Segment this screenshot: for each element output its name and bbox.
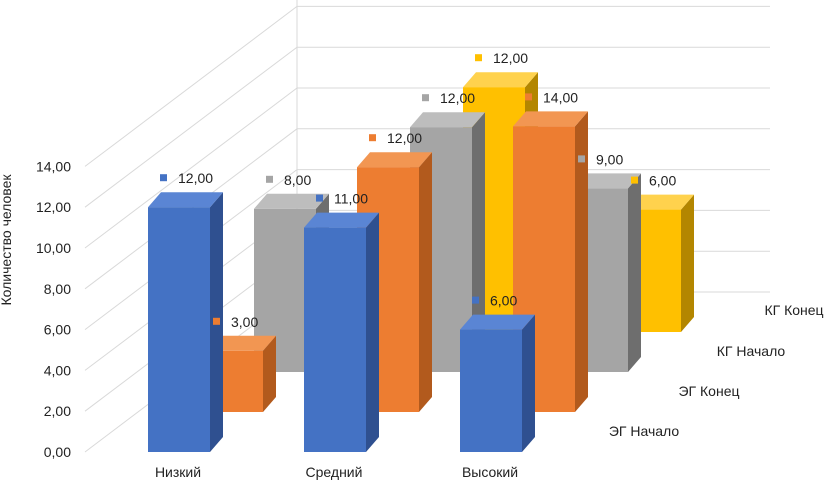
data-label: 12,00 xyxy=(440,90,475,106)
series-label: КГ Конец xyxy=(764,302,823,318)
y-tick-label: 6,00 xyxy=(44,322,71,338)
x-tick-label: Высокий xyxy=(462,464,518,480)
bar-side xyxy=(628,173,641,372)
y-axis-title: Количество человек xyxy=(0,174,14,306)
data-label-marker xyxy=(266,175,273,183)
data-label-marker xyxy=(631,176,638,184)
bar-top xyxy=(513,111,588,127)
bar-top xyxy=(460,314,535,330)
data-label: 6,00 xyxy=(649,173,676,189)
bar-top xyxy=(254,193,329,209)
bar-side xyxy=(419,152,432,412)
bar-top xyxy=(148,192,223,208)
bar-side xyxy=(366,212,379,452)
data-label: 14,00 xyxy=(543,89,578,105)
x-tick-label: Низкий xyxy=(155,464,201,480)
data-label: 12,00 xyxy=(493,50,528,66)
bar xyxy=(148,192,223,452)
data-label-marker xyxy=(422,94,429,102)
data-label-marker xyxy=(525,93,532,101)
data-label: 8,00 xyxy=(284,172,311,188)
bar-side xyxy=(681,194,694,332)
bar xyxy=(460,314,535,452)
data-label-marker xyxy=(475,54,482,62)
data-label: 12,00 xyxy=(178,170,213,186)
bar-front xyxy=(460,329,522,452)
bar-top xyxy=(357,152,432,168)
data-label-marker xyxy=(472,296,479,304)
bar-side xyxy=(522,314,535,452)
x-axis: Низкий Средний Высокий xyxy=(155,464,518,480)
data-label-marker xyxy=(213,317,220,325)
y-tick-label: 8,00 xyxy=(44,281,71,297)
series-axis: ЭГ Начало ЭГ Конец КГ Начало КГ Конец xyxy=(609,302,824,439)
x-tick-label: Средний xyxy=(306,464,363,480)
bar-top xyxy=(410,112,485,128)
data-label: 12,00 xyxy=(387,130,422,146)
y-tick-label: 4,00 xyxy=(44,362,71,378)
bar-side xyxy=(263,335,276,412)
y-tick-label: 12,00 xyxy=(36,199,71,215)
y-tick-label: 10,00 xyxy=(36,240,71,256)
bar-side xyxy=(472,112,485,372)
bars xyxy=(148,72,694,452)
bar xyxy=(304,212,379,452)
bar-side xyxy=(575,111,588,413)
y-axis: 0,00 2,00 4,00 6,00 8,00 10,00 12,00 14,00 xyxy=(36,158,71,460)
data-labels: 12,00 6,00 8,00 12,00 9,00 3,00 12,00 14,00 12,0… xyxy=(160,50,676,330)
series-label: ЭГ Конец xyxy=(678,383,739,399)
y-tick-label: 14,00 xyxy=(36,158,71,174)
series-label: ЭГ Начало xyxy=(609,423,680,439)
data-label-marker xyxy=(578,155,585,163)
data-label-marker xyxy=(316,194,323,202)
series-label: КГ Начало xyxy=(717,343,786,359)
bar-top xyxy=(463,72,538,88)
y-tick-label: 2,00 xyxy=(44,403,71,419)
data-label: 6,00 xyxy=(490,293,517,309)
data-label: 9,00 xyxy=(596,151,623,167)
bar-front xyxy=(148,207,210,452)
bar-front xyxy=(304,227,366,452)
data-label: 3,00 xyxy=(231,314,258,330)
y-tick-label: 0,00 xyxy=(44,444,71,460)
bar-top xyxy=(304,212,379,228)
data-label-marker xyxy=(369,134,376,142)
data-label: 11,00 xyxy=(334,191,368,207)
data-label-marker xyxy=(160,174,167,182)
